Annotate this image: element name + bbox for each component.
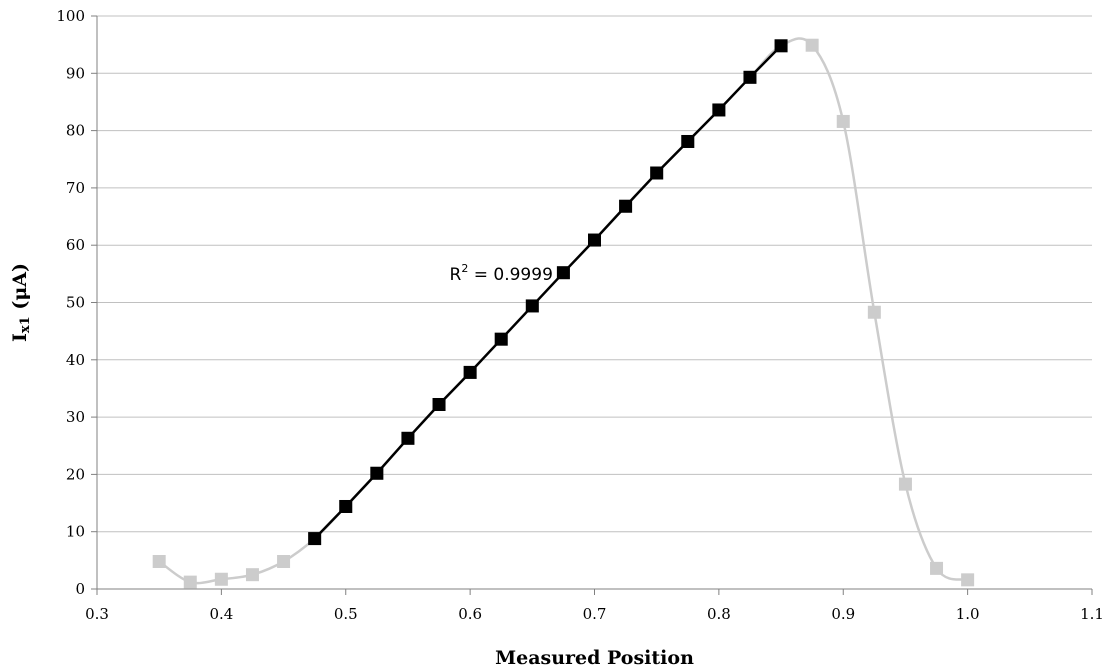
data-point	[183, 575, 197, 589]
x-tick-label: 0.5	[334, 605, 358, 623]
y-axis-title-sub: x1	[18, 316, 33, 333]
data-point	[494, 332, 508, 346]
x-tick-label: 0.3	[85, 605, 109, 623]
x-tick-label: 0.4	[209, 605, 233, 623]
data-point	[432, 397, 446, 411]
y-tick-label: 70	[66, 179, 85, 197]
data-point	[930, 561, 944, 575]
y-tick-label: 10	[66, 523, 85, 541]
data-point	[308, 532, 322, 546]
y-tick-label: 40	[66, 351, 85, 369]
data-point	[681, 134, 695, 148]
y-tick-label: 0	[75, 580, 85, 598]
data-point	[401, 431, 415, 445]
data-point	[556, 266, 570, 280]
x-tick-label: 0.7	[583, 605, 607, 623]
data-point	[805, 38, 819, 52]
series-1	[308, 39, 788, 546]
x-axis-title: Measured Position	[495, 647, 694, 669]
data-point	[743, 70, 757, 84]
annotation-superscript: 2	[461, 262, 468, 275]
y-axis-title-rest: (μA)	[9, 263, 31, 316]
data-point	[370, 466, 384, 480]
x-tick-label: 1.1	[1080, 605, 1104, 623]
data-point	[463, 365, 477, 379]
y-tick-label: 80	[66, 122, 85, 140]
y-tick-label: 50	[66, 294, 85, 312]
y-tick-label: 20	[66, 465, 85, 483]
y-tick-label: 60	[66, 236, 85, 254]
data-point	[774, 39, 788, 53]
data-point	[588, 233, 601, 247]
data-point	[214, 572, 228, 586]
data-point	[525, 299, 539, 313]
data-point	[277, 554, 291, 568]
annotation-rest: = 0.9999	[468, 265, 553, 285]
series-layer	[152, 37, 975, 589]
x-tick-labels: 0.3 0.4 0.5 0.6 0.7 0.8 0.9 1.0 1.1	[85, 605, 1104, 623]
y-axis-title-main: I	[9, 333, 31, 342]
data-point	[898, 477, 912, 491]
grid-lines	[97, 15, 1092, 533]
data-point	[712, 103, 726, 117]
data-point	[152, 554, 166, 568]
y-tick-labels: 0 10 20 30 40 50 60 70 80 90 100	[56, 7, 85, 598]
x-tick-label: 0.6	[458, 605, 482, 623]
data-point	[961, 573, 975, 587]
y-tick-label: 30	[66, 408, 85, 426]
data-point	[650, 166, 664, 180]
x-tick-label: 0.9	[831, 605, 855, 623]
y-tick-label: 90	[66, 64, 85, 82]
data-point	[245, 568, 259, 582]
x-tick-label: 1.0	[956, 605, 980, 623]
axes	[91, 15, 1093, 595]
y-axis-title: Ix1 (μA)	[9, 263, 33, 342]
series-line	[313, 44, 782, 540]
data-point	[836, 114, 850, 128]
data-point	[867, 305, 881, 319]
x-tick-label: 0.8	[707, 605, 731, 623]
annotation-base: R	[450, 265, 462, 285]
r-squared-annotation: R2 = 0.9999	[450, 262, 553, 285]
data-point	[339, 499, 353, 513]
data-point	[619, 199, 633, 213]
series-0	[152, 37, 975, 589]
y-tick-label: 100	[56, 7, 85, 25]
